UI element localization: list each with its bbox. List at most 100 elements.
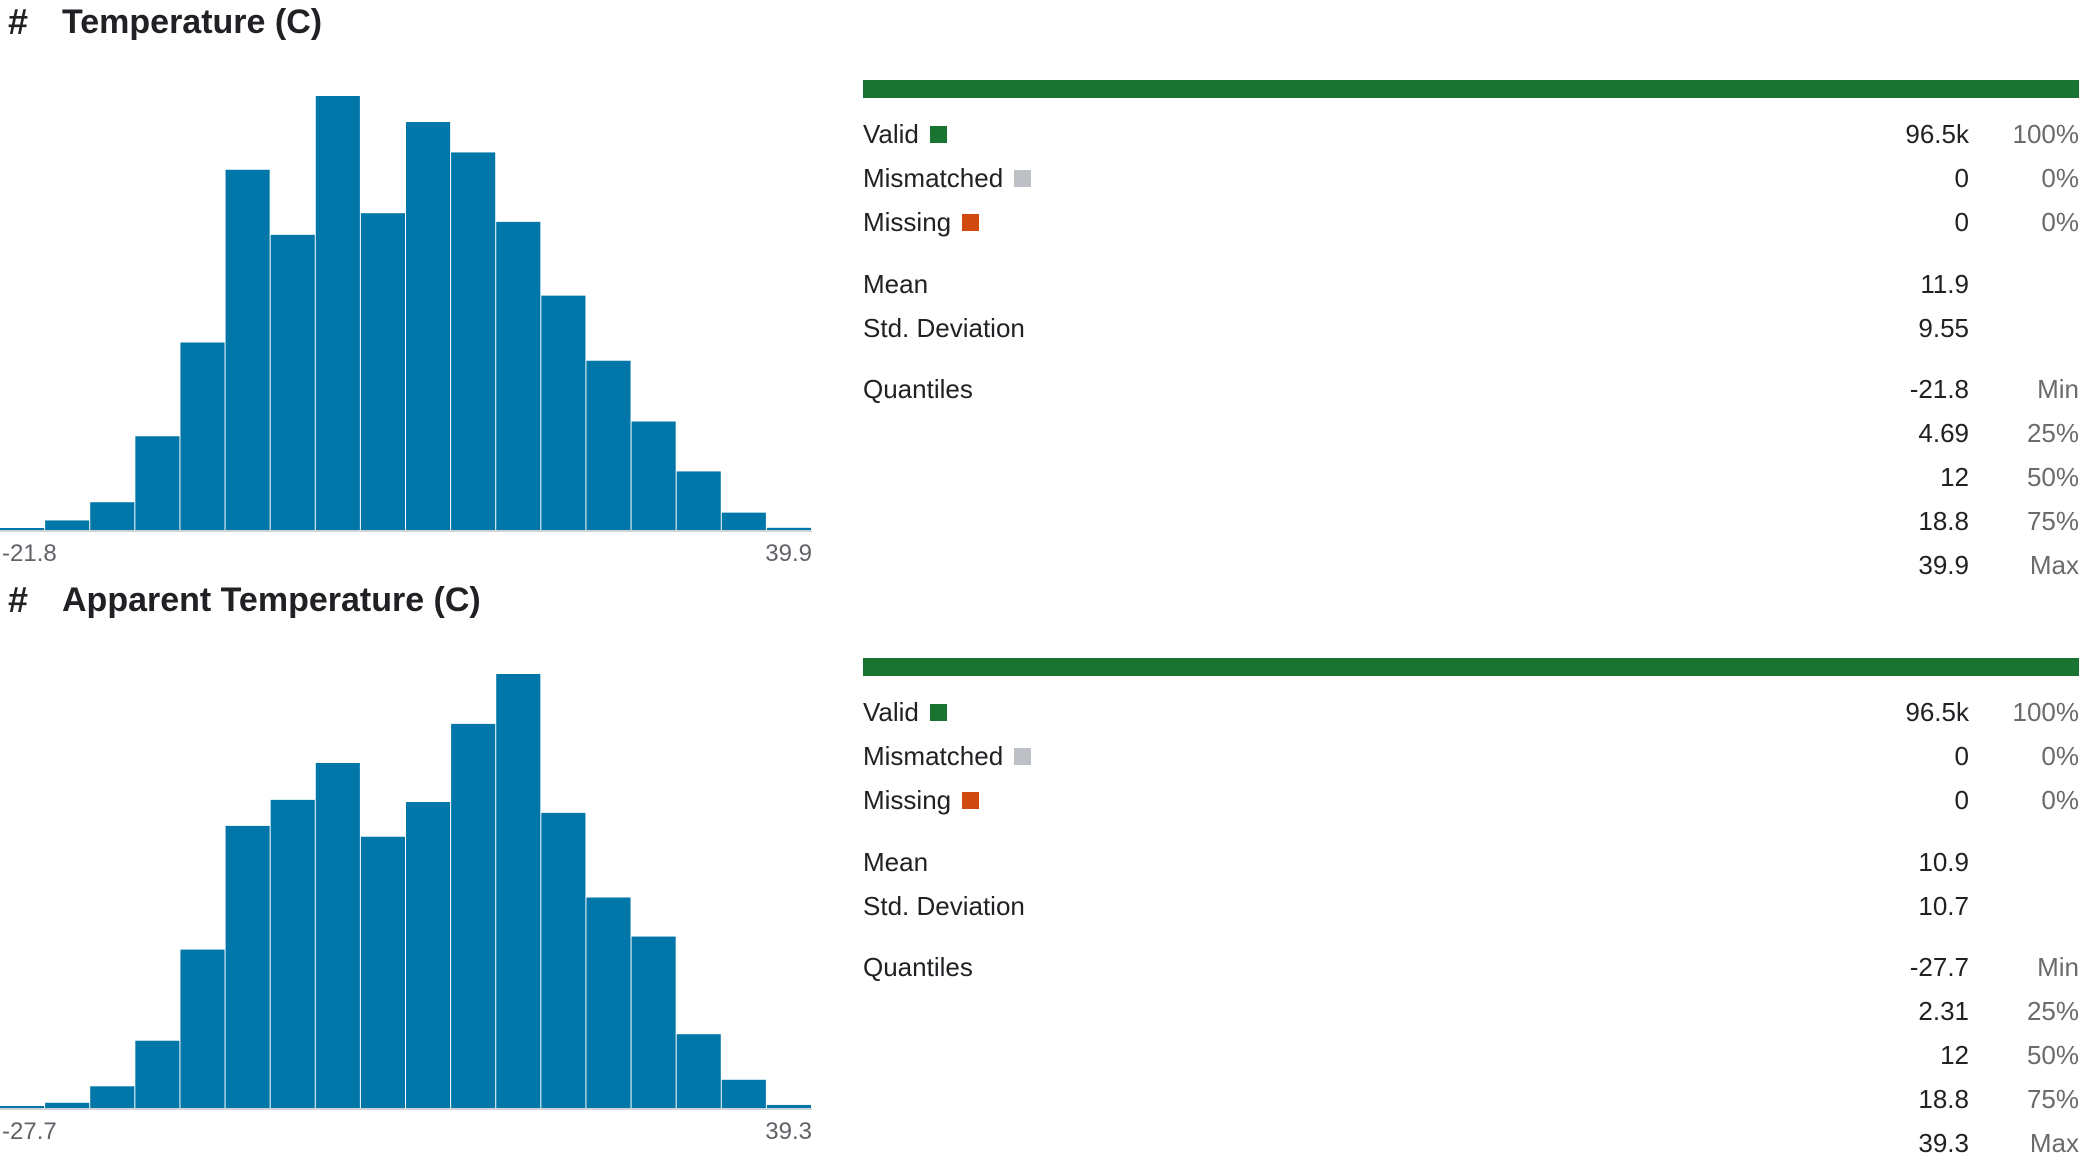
mismatched-swatch: [1014, 748, 1031, 765]
histogram-bar: [632, 422, 676, 531]
histogram-bar: [406, 122, 450, 530]
quantile-name: 50%: [2027, 459, 2079, 495]
mismatched-swatch: [1014, 170, 1031, 187]
histogram-bar: [406, 802, 450, 1108]
column-card-apparent-temperature: # Apparent Temperature (C) -27.7 39.3 Va…: [0, 578, 2079, 1156]
histogram-bar: [271, 800, 315, 1108]
valid-count: 96.5k: [1905, 694, 1969, 730]
missing-row: Missing 0 0%: [863, 782, 2079, 818]
quantile-name: 75%: [2027, 503, 2079, 539]
std-row: Std. Deviation 10.7: [863, 888, 2079, 924]
histogram-bar: [541, 813, 585, 1108]
quantiles-label: Quantiles: [863, 949, 973, 985]
histogram-bar: [271, 235, 315, 530]
quantile-value: -27.7: [1910, 949, 1969, 985]
column-title: Apparent Temperature (C): [62, 581, 481, 620]
mismatched-label: Mismatched: [863, 163, 1003, 194]
histogram-bar: [767, 1105, 811, 1108]
histogram-bar: [677, 471, 721, 530]
quantile-name: 75%: [2027, 1081, 2079, 1117]
range-min-label: -27.7: [2, 1118, 57, 1146]
mean-label: Mean: [863, 844, 928, 880]
quantile-name: Min: [2037, 371, 2079, 407]
quantile-row-max: 39.3 Max: [863, 1125, 2079, 1161]
histogram-bar: [496, 222, 540, 530]
range-max-label: 39.9: [700, 540, 812, 568]
histogram-bar: [226, 826, 270, 1108]
histogram-bar: [722, 513, 766, 530]
mean-label: Mean: [863, 266, 928, 302]
missing-percent: 0%: [2041, 782, 2079, 818]
quantile-name: 25%: [2027, 993, 2079, 1029]
quantile-name: 25%: [2027, 415, 2079, 451]
histogram-bar: [45, 1103, 89, 1108]
valid-label: Valid: [863, 119, 919, 150]
histogram-bar: [361, 837, 405, 1108]
hash-icon: #: [8, 1, 52, 43]
missing-swatch: [962, 214, 979, 231]
valid-row: Valid 96.5k 100%: [863, 116, 2079, 152]
quantiles-label: Quantiles: [863, 371, 973, 407]
mismatched-count: 0: [1955, 160, 1969, 196]
hash-icon: #: [8, 579, 52, 621]
valid-count: 96.5k: [1905, 116, 1969, 152]
quantile-name: Max: [2030, 1125, 2079, 1161]
histogram-bar: [316, 96, 360, 530]
histogram-bar: [541, 296, 585, 530]
histogram: [0, 630, 812, 1112]
column-title: Temperature (C): [62, 3, 322, 42]
histogram-bar: [451, 724, 495, 1108]
quantile-value: 18.8: [1918, 503, 1969, 539]
mean-value: 11.9: [1920, 266, 1969, 302]
missing-row: Missing 0 0%: [863, 204, 2079, 240]
std-label: Std. Deviation: [863, 310, 1025, 346]
quantile-row-75: 18.8 75%: [863, 1081, 2079, 1117]
valid-swatch: [930, 704, 947, 721]
quantile-value: 39.3: [1918, 1125, 1969, 1161]
missing-label: Missing: [863, 207, 951, 238]
mismatched-row: Mismatched 0 0%: [863, 738, 2079, 774]
mismatched-percent: 0%: [2041, 160, 2079, 196]
range-max-label: 39.3: [700, 1118, 812, 1146]
quantile-row-min: Quantiles -27.7 Min: [863, 949, 2079, 985]
mismatched-count: 0: [1955, 738, 1969, 774]
histogram-bar: [451, 152, 495, 530]
histogram-bar: [135, 1041, 179, 1108]
summary-panel: Valid 96.5k 100% Mismatched 0 0% Missing…: [863, 80, 2079, 570]
histogram-bar: [767, 528, 811, 530]
mean-row: Mean 11.9: [863, 266, 2079, 302]
quantile-row-25: 4.69 25%: [863, 415, 2079, 451]
missing-label: Missing: [863, 785, 951, 816]
missing-count: 0: [1955, 782, 1969, 818]
quantile-row-min: Quantiles -21.8 Min: [863, 371, 2079, 407]
quantile-row-75: 18.8 75%: [863, 503, 2079, 539]
range-min-label: -21.8: [2, 540, 57, 568]
valid-percent: 100%: [2013, 116, 2079, 152]
histogram-bar: [45, 520, 89, 530]
mismatched-row: Mismatched 0 0%: [863, 160, 2079, 196]
quantile-value: 12: [1940, 459, 1969, 495]
quantile-value: 4.69: [1918, 415, 1969, 451]
mean-value: 10.9: [1918, 844, 1969, 880]
missing-swatch: [962, 792, 979, 809]
histogram-bar: [90, 1086, 134, 1108]
histogram-bar: [226, 170, 270, 530]
valid-label: Valid: [863, 697, 919, 728]
histogram-bar: [677, 1034, 721, 1108]
histogram-bar: [361, 213, 405, 530]
valid-ratio-bar: [863, 80, 2079, 98]
std-row: Std. Deviation 9.55: [863, 310, 2079, 346]
histogram: [0, 52, 812, 534]
std-label: Std. Deviation: [863, 888, 1025, 924]
quantile-value: -21.8: [1910, 371, 1969, 407]
valid-ratio-bar: [863, 658, 2079, 676]
histogram-bar: [180, 343, 224, 530]
std-value: 9.55: [1918, 310, 1969, 346]
column-card-temperature: # Temperature (C) -21.8 39.9 Valid 96.5k…: [0, 0, 2079, 578]
histogram-bar: [316, 763, 360, 1108]
summary-panel: Valid 96.5k 100% Mismatched 0 0% Missing…: [863, 658, 2079, 1148]
mismatched-percent: 0%: [2041, 738, 2079, 774]
histogram-bar: [90, 502, 134, 530]
missing-count: 0: [1955, 204, 1969, 240]
valid-percent: 100%: [2013, 694, 2079, 730]
